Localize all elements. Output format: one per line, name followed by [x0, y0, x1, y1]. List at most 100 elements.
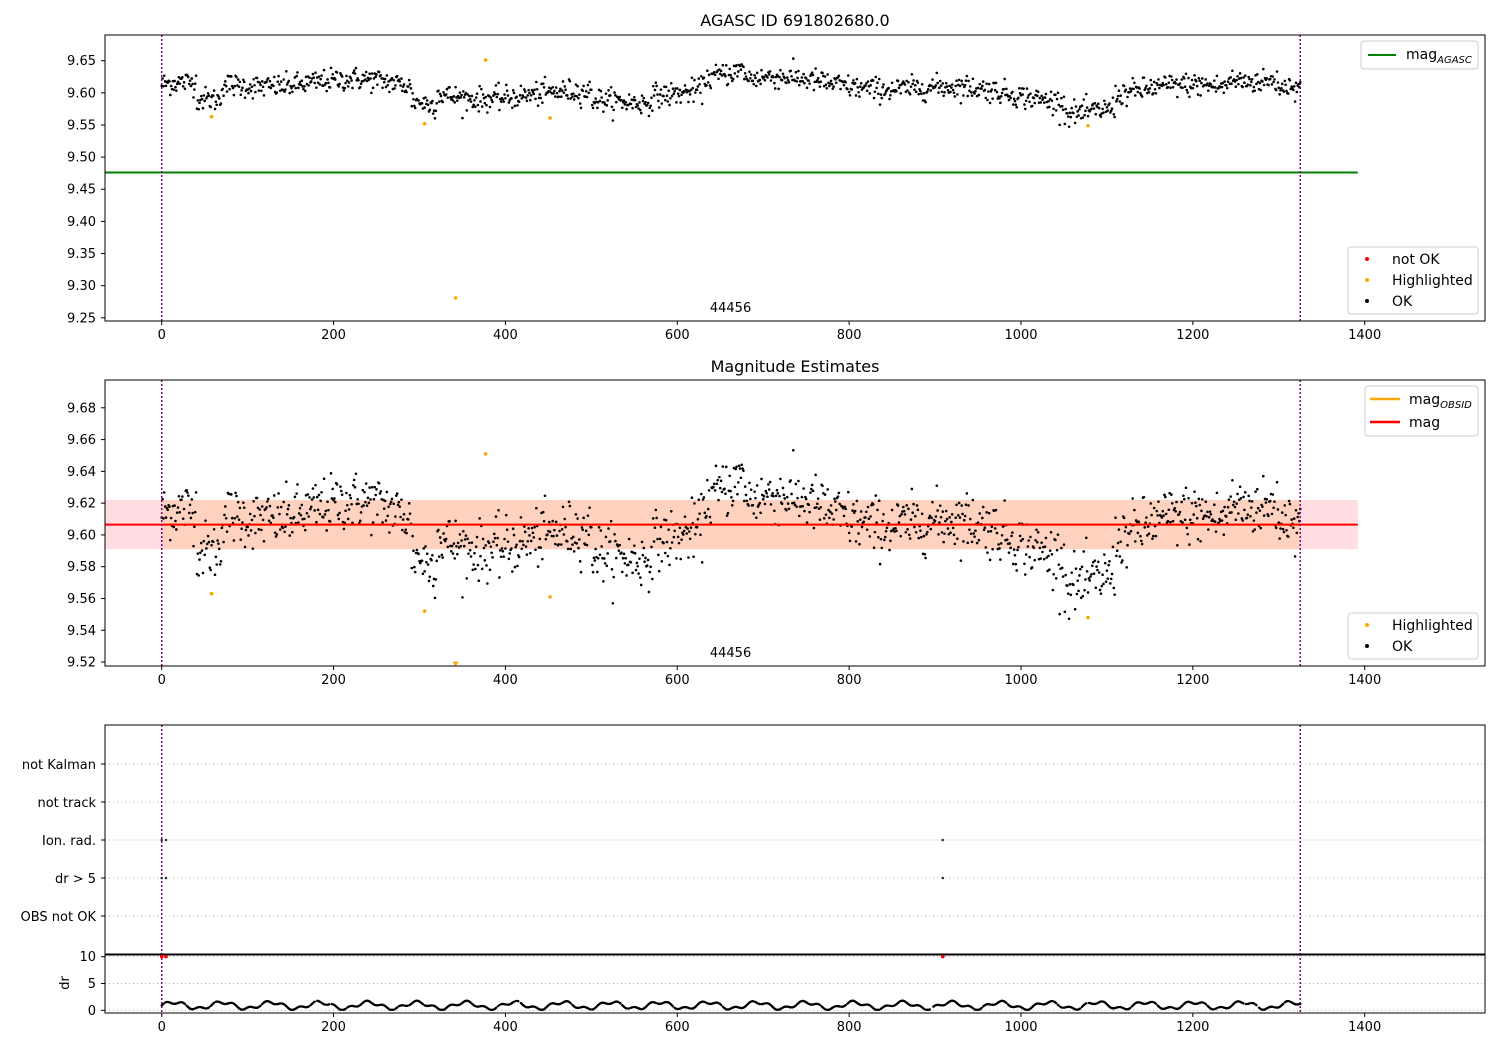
ok-point	[687, 556, 690, 559]
ok-point	[408, 82, 412, 86]
ok-point	[641, 553, 645, 557]
ok-point	[687, 100, 690, 104]
ok-point	[359, 82, 363, 86]
ok-point	[700, 492, 703, 496]
ok-point	[917, 536, 921, 540]
ok-point	[213, 107, 217, 111]
ok-point	[1106, 577, 1110, 580]
ok-point	[822, 517, 826, 520]
ok-point	[816, 76, 820, 80]
ok-point	[344, 81, 347, 85]
ok-point	[278, 83, 281, 86]
ok-point	[943, 91, 946, 94]
ok-point	[1098, 588, 1102, 592]
ok-point	[627, 537, 631, 541]
ok-point	[762, 494, 766, 498]
ok-point	[473, 98, 476, 102]
ok-point	[1113, 593, 1116, 596]
ok-point	[230, 84, 234, 88]
ok-point	[854, 540, 858, 543]
ok-point	[1180, 78, 1183, 81]
dr-point	[496, 1005, 499, 1008]
ok-point	[315, 86, 318, 89]
ok-point	[287, 79, 291, 83]
ok-point	[708, 515, 712, 519]
ok-point	[322, 68, 326, 72]
ok-point	[1036, 94, 1039, 98]
ok-point	[965, 492, 969, 495]
ok-point	[1171, 519, 1175, 523]
ok-point	[797, 514, 801, 518]
ok-point	[675, 557, 678, 560]
x-tick-label: 1200	[1176, 673, 1209, 688]
ok-point	[1119, 540, 1122, 543]
ok-point	[340, 75, 344, 78]
ok-point	[697, 77, 701, 80]
ok-point	[873, 90, 877, 94]
ok-point	[1109, 582, 1112, 585]
ok-point	[438, 92, 442, 96]
ok-point	[905, 79, 909, 83]
ok-point	[1252, 85, 1256, 89]
ok-point	[181, 84, 185, 88]
ok-point	[789, 479, 793, 482]
ok-point	[934, 515, 938, 518]
ok-point	[1012, 97, 1016, 101]
ok-point	[268, 79, 272, 83]
ok-point	[369, 498, 372, 501]
ok-point	[1270, 83, 1274, 86]
ok-point	[1126, 95, 1129, 99]
ok-point	[647, 114, 651, 118]
ok-point	[610, 105, 614, 109]
ok-point	[1178, 510, 1182, 514]
ok-point	[1060, 96, 1063, 100]
ok-point	[1248, 499, 1251, 503]
ok-point	[915, 504, 919, 507]
ok-point	[608, 540, 612, 543]
ok-point	[239, 538, 243, 541]
ok-point	[1005, 87, 1008, 91]
ok-point	[189, 516, 193, 520]
y-tick-label: 9.62	[67, 497, 96, 512]
ok-point	[315, 495, 319, 499]
ok-point	[956, 93, 959, 96]
ok-point	[747, 504, 750, 507]
ok-point	[1095, 565, 1098, 568]
ok-point	[640, 540, 644, 544]
ok-point	[1233, 505, 1237, 509]
ok-point	[787, 507, 791, 511]
ok-point	[303, 517, 306, 521]
ok-point	[1206, 510, 1209, 514]
ok-point	[614, 539, 617, 543]
ok-point	[460, 539, 463, 542]
ok-point	[920, 82, 924, 86]
ok-point	[1234, 85, 1238, 88]
ok-point	[349, 76, 353, 80]
ok-point	[561, 80, 565, 83]
ok-point	[1237, 82, 1240, 86]
ok-point	[468, 94, 471, 98]
ok-point	[1268, 77, 1272, 81]
ok-point	[307, 515, 310, 518]
ok-point	[948, 516, 951, 519]
ok-point	[572, 98, 576, 101]
ok-point	[882, 83, 885, 86]
legend-marker	[1365, 299, 1369, 303]
ok-point	[574, 83, 578, 86]
ok-point	[1290, 518, 1293, 521]
ok-point	[440, 553, 444, 557]
ok-point	[405, 531, 408, 535]
ok-point	[748, 481, 751, 485]
flag-category-label: not track	[37, 796, 96, 811]
ok-point	[274, 535, 278, 538]
ok-point	[523, 525, 526, 528]
ok-point	[242, 80, 246, 84]
ok-point	[187, 511, 191, 515]
ok-point	[551, 85, 554, 89]
ok-point	[493, 92, 497, 96]
ok-point	[482, 546, 486, 550]
ok-point	[285, 480, 288, 484]
ok-point	[394, 494, 398, 497]
